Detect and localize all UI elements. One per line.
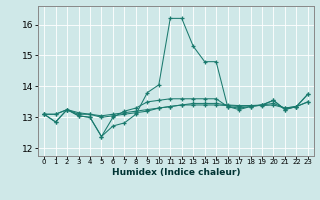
X-axis label: Humidex (Indice chaleur): Humidex (Indice chaleur) — [112, 168, 240, 177]
